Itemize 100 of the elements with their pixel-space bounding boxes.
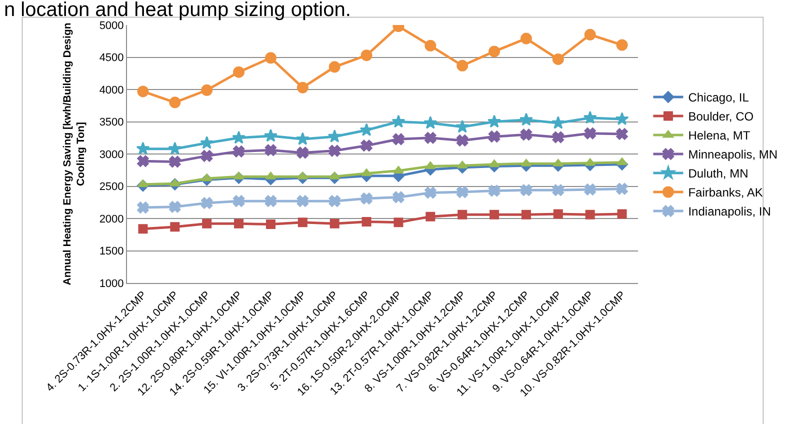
point xyxy=(458,210,468,220)
legend-label: Helena, MT xyxy=(688,128,751,143)
point xyxy=(232,146,245,158)
y-tick-label: 5000 xyxy=(99,20,124,32)
point xyxy=(169,96,181,108)
point xyxy=(138,224,148,234)
legend-label: Minneapolis, MN xyxy=(688,148,778,162)
point xyxy=(137,155,149,167)
point xyxy=(170,222,180,232)
point xyxy=(296,195,309,207)
point xyxy=(296,146,309,159)
point xyxy=(425,162,436,170)
point xyxy=(328,61,340,73)
point xyxy=(137,86,149,98)
point xyxy=(232,130,246,144)
legend-label: Fairbanks, AK xyxy=(688,186,763,200)
point xyxy=(394,218,404,228)
y-tick-label: 2500 xyxy=(99,181,124,194)
point xyxy=(488,46,500,58)
point xyxy=(521,210,531,220)
legend-label: Boulder, CO xyxy=(688,110,754,124)
point xyxy=(296,82,308,94)
point xyxy=(360,140,372,152)
point xyxy=(488,184,500,197)
point xyxy=(170,178,180,186)
point xyxy=(553,209,563,219)
point xyxy=(520,32,532,44)
point xyxy=(360,192,372,204)
point xyxy=(169,156,181,168)
point xyxy=(393,166,404,174)
point xyxy=(456,134,468,146)
point xyxy=(426,212,436,222)
point xyxy=(583,110,597,124)
point xyxy=(424,186,436,199)
point xyxy=(488,114,502,128)
point xyxy=(136,142,150,155)
point xyxy=(424,132,436,144)
y-tick-label: 4000 xyxy=(99,84,124,96)
point xyxy=(520,128,532,140)
legend-label: Duluth, MN xyxy=(688,166,748,181)
point xyxy=(424,40,436,52)
legend-label: Chicago, IL xyxy=(688,90,750,105)
point xyxy=(520,184,532,196)
point xyxy=(200,197,213,209)
point xyxy=(330,218,340,228)
point xyxy=(362,216,372,226)
point xyxy=(328,195,340,207)
point xyxy=(137,202,149,214)
point xyxy=(234,218,244,228)
y-tick-label: 3000 xyxy=(99,148,124,161)
point xyxy=(298,218,308,228)
point xyxy=(392,133,404,146)
point xyxy=(552,184,564,196)
point xyxy=(264,195,277,207)
point xyxy=(584,158,596,166)
legend-label: Indianapolis, IN xyxy=(688,204,771,219)
point xyxy=(329,172,340,180)
point xyxy=(456,60,468,72)
point xyxy=(233,66,245,78)
point xyxy=(138,180,148,188)
point xyxy=(328,130,342,142)
point xyxy=(264,128,278,142)
point xyxy=(617,209,627,219)
point xyxy=(201,84,213,96)
point xyxy=(519,112,533,126)
point xyxy=(552,53,564,65)
point xyxy=(616,39,628,51)
point xyxy=(488,130,500,142)
point xyxy=(456,186,468,198)
point xyxy=(168,142,182,155)
point xyxy=(616,128,628,140)
point xyxy=(424,116,438,129)
point xyxy=(200,136,214,149)
y-axis-title: Annual Heating Energy Saving [kwh/Building Design Cooling Ton] xyxy=(61,22,88,286)
point xyxy=(584,184,596,196)
y-tick-label: 2000 xyxy=(99,213,124,226)
point xyxy=(552,131,564,144)
point xyxy=(615,112,629,126)
point xyxy=(584,28,596,40)
y-tick-label: 4500 xyxy=(99,52,124,64)
point xyxy=(360,50,372,62)
point xyxy=(551,116,565,129)
point xyxy=(392,114,406,128)
point xyxy=(616,158,628,166)
y-tick-label: 1000 xyxy=(99,278,124,290)
point xyxy=(360,123,374,136)
point xyxy=(585,210,595,220)
point xyxy=(296,132,310,146)
point xyxy=(264,144,277,156)
point xyxy=(232,195,245,207)
point xyxy=(200,150,213,162)
point xyxy=(392,191,404,204)
point xyxy=(264,52,276,64)
point xyxy=(169,201,181,213)
point xyxy=(616,182,628,195)
chart-title: n location and heat pump sizing option. xyxy=(4,0,351,22)
point xyxy=(328,144,340,157)
point xyxy=(584,128,596,140)
point xyxy=(361,168,372,176)
point xyxy=(202,218,212,228)
